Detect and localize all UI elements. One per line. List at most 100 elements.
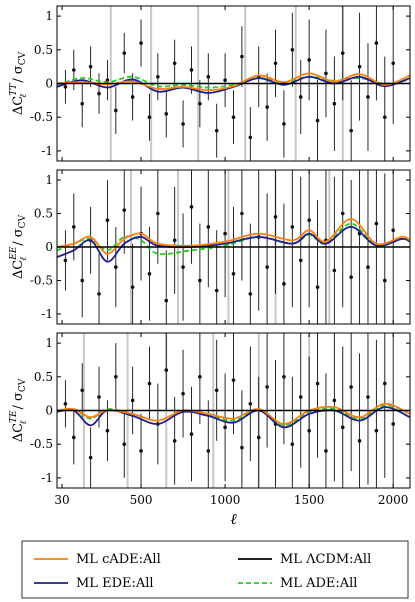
data-point (97, 292, 101, 296)
data-point (248, 135, 253, 140)
x-axis-label: ℓ (230, 510, 236, 528)
data-point (366, 265, 370, 269)
data-point (80, 388, 85, 393)
data-point (63, 85, 68, 89)
data-point (72, 225, 76, 229)
data-point (391, 422, 395, 426)
data-point (181, 265, 185, 269)
data-point (147, 381, 152, 386)
y-tick-label: -0.5 (30, 437, 53, 451)
data-point (374, 428, 379, 433)
data-point (198, 375, 202, 379)
data-point (214, 128, 219, 133)
data-point (105, 78, 110, 82)
plot-area (57, 333, 410, 488)
data-point (349, 385, 353, 389)
data-point (181, 122, 185, 126)
data-point (382, 278, 387, 283)
data-point (357, 439, 362, 443)
data-point (315, 285, 320, 289)
data-point (282, 375, 286, 379)
data-point (282, 282, 286, 286)
x-tick-label: 500 (130, 493, 153, 507)
data-point (172, 61, 177, 66)
data-point (105, 218, 110, 223)
data-point (223, 231, 227, 236)
data-point (231, 271, 236, 276)
data-point (206, 225, 211, 229)
data-point (214, 288, 219, 293)
data-point (206, 74, 211, 79)
data-point (265, 105, 269, 109)
data-point (97, 91, 101, 96)
panel-tt: -1 -0.5 0 0.5 1 ΔCTTℓ / σCV (9, 5, 411, 162)
data-point (130, 285, 135, 289)
data-point (382, 381, 387, 386)
data-point (240, 211, 244, 216)
y-tick-label: 0 (45, 240, 53, 254)
data-point (231, 378, 236, 382)
data-point (307, 58, 311, 62)
x-tick-label: 1000 (210, 493, 241, 507)
legend-label-cade: ML cADE:All (76, 552, 161, 567)
data-point (240, 445, 244, 450)
data-point (357, 64, 362, 69)
y-tick-label: 0.5 (34, 207, 53, 221)
data-point (206, 449, 211, 453)
data-point (265, 265, 269, 269)
data-point (198, 278, 202, 283)
panel-te: -1 -0.5 0 0.5 1 ΔCTEℓ / σCV (9, 332, 411, 489)
data-point (139, 449, 143, 453)
series-line-ade (57, 222, 410, 255)
legend-label-lcdm: ML ΛCDM:All (280, 552, 371, 567)
plot-area (57, 6, 410, 161)
plot-area (57, 170, 410, 324)
data-point (340, 425, 345, 430)
y-tick-label: -0.5 (30, 273, 53, 287)
data-point (349, 128, 353, 133)
data-point (214, 388, 219, 393)
data-point (223, 78, 227, 82)
data-point (324, 71, 328, 76)
data-point (298, 95, 303, 99)
data-point (156, 74, 160, 79)
data-point (172, 238, 177, 243)
data-point (315, 118, 320, 123)
data-point (248, 292, 253, 296)
data-point (164, 368, 169, 372)
x-tick-label: 30 (54, 493, 69, 507)
data-point (63, 401, 68, 406)
data-point (88, 455, 93, 460)
data-point (122, 442, 127, 446)
y-tick-label: 0 (45, 77, 53, 91)
data-point (231, 115, 236, 119)
data-point (88, 64, 93, 69)
data-point (189, 68, 194, 72)
data-point (114, 108, 118, 113)
data-point (332, 101, 337, 106)
data-point (147, 115, 152, 119)
data-point (223, 425, 227, 430)
data-point (256, 435, 261, 440)
data-point (164, 298, 169, 303)
data-point (122, 208, 127, 212)
data-point (156, 211, 160, 216)
series-line-cade (57, 217, 410, 255)
data-point (198, 101, 202, 106)
y-tick-label: -1 (41, 307, 53, 321)
data-point (307, 218, 311, 223)
data-point (374, 221, 379, 226)
y-tick-label: 1 (45, 173, 53, 187)
series-line-cade (57, 402, 410, 425)
data-point (122, 51, 127, 55)
data-point (80, 278, 85, 283)
data-point (282, 122, 286, 126)
data-point (374, 41, 379, 45)
data-point (181, 391, 185, 396)
data-point (298, 258, 303, 263)
legend-box (21, 540, 409, 599)
y-tick-label: 1 (45, 9, 53, 23)
data-point (324, 449, 328, 453)
data-point (130, 398, 135, 403)
shared-x-axis: 30 500 1000 1500 2000 ℓ (54, 493, 408, 528)
